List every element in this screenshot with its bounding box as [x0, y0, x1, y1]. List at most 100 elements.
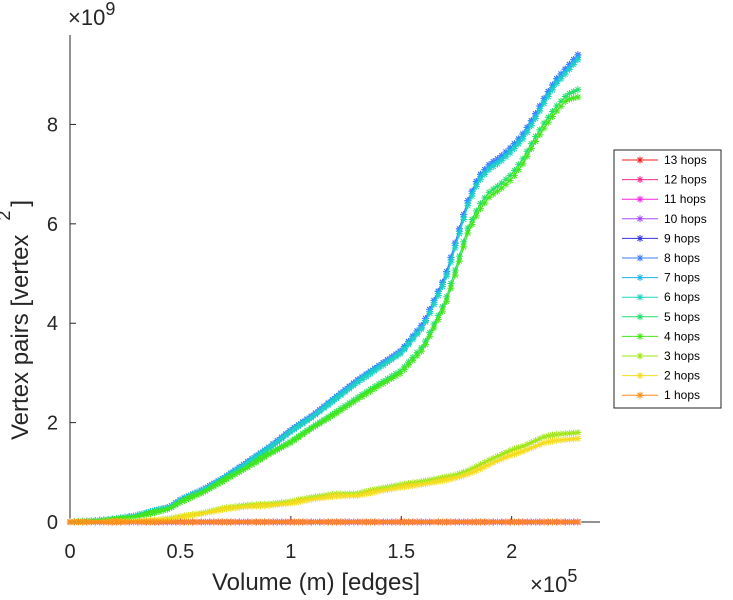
data-point: [159, 506, 167, 514]
data-point: [510, 145, 518, 153]
data-point: [422, 318, 430, 326]
y-exponent-power: 9: [105, 0, 115, 19]
data-point: [383, 486, 391, 494]
legend-item: 1 hops: [622, 388, 700, 402]
data-point: [574, 86, 582, 94]
data-point: [506, 518, 514, 526]
legend-item: 12 hops: [622, 173, 707, 187]
data-point: [405, 340, 413, 348]
data-point: [430, 478, 438, 486]
data-point: [506, 176, 514, 184]
data-point: [485, 518, 493, 526]
data-point: [527, 518, 535, 526]
data-point: [311, 411, 319, 419]
data-point: [307, 414, 315, 422]
data-point: [333, 394, 341, 402]
data-point: [574, 429, 582, 437]
data-point: [354, 492, 362, 500]
data-point: [278, 435, 286, 443]
legend-marker: [636, 176, 644, 184]
y-axis-label-close: ]: [7, 200, 34, 207]
data-point: [278, 518, 286, 526]
data-point: [574, 93, 582, 101]
data-point: [261, 518, 269, 526]
data-point: [464, 202, 472, 210]
x-axis-label: Volume (m) [edges]: [212, 569, 420, 596]
data-point: [481, 171, 489, 179]
data-point: [430, 324, 438, 332]
data-point: [498, 157, 506, 165]
data-point: [324, 401, 332, 409]
data-point: [405, 361, 413, 369]
data-point: [506, 149, 514, 157]
data-point: [434, 292, 442, 300]
data-point: [553, 430, 561, 438]
data-point: [214, 506, 222, 514]
data-point: [426, 518, 434, 526]
data-point: [146, 509, 154, 517]
data-point: [303, 417, 311, 425]
legend-item: 7 hops: [622, 271, 700, 285]
data-point: [574, 56, 582, 64]
data-point: [206, 518, 214, 526]
x-tick-label: 1.5: [387, 541, 415, 563]
legend-label: 9 hops: [664, 231, 700, 245]
data-point: [375, 487, 383, 495]
data-point: [540, 99, 548, 107]
data-point: [438, 307, 446, 315]
legend-marker: [636, 254, 644, 262]
legend-box: [613, 149, 722, 409]
data-point: [417, 325, 425, 333]
data-point: [519, 160, 527, 168]
data-point: [468, 192, 476, 200]
legend-label: 8 hops: [664, 251, 700, 265]
data-point: [489, 190, 497, 198]
data-point: [290, 518, 298, 526]
data-point: [379, 361, 387, 369]
data-point: [477, 175, 485, 183]
data-point: [371, 385, 379, 393]
data-point: [290, 498, 298, 506]
data-point: [574, 435, 582, 443]
data-point: [180, 518, 188, 526]
data-point: [523, 147, 531, 155]
data-point: [201, 509, 209, 517]
data-point: [523, 152, 531, 160]
data-point: [155, 507, 163, 515]
data-point: [210, 482, 218, 490]
data-point: [409, 335, 417, 343]
data-point: [464, 229, 472, 237]
data-point: [570, 94, 578, 102]
data-point: [379, 486, 387, 494]
data-point: [400, 366, 408, 374]
data-point: [532, 137, 540, 145]
data-point: [447, 475, 455, 483]
data-point: [570, 61, 578, 69]
data-point: [447, 284, 455, 292]
legend-item: 11 hops: [622, 192, 706, 206]
data-point: [210, 507, 218, 515]
data-point: [443, 476, 451, 484]
data-point: [129, 518, 137, 526]
y-axis-label-main: Vertex pairs [vertex: [7, 235, 34, 440]
data-point: [451, 244, 459, 252]
data-point: [536, 107, 544, 115]
data-point: [197, 518, 205, 526]
data-point: [477, 518, 485, 526]
legend-marker: [636, 234, 644, 242]
data-point: [527, 122, 535, 130]
data-point: [286, 428, 294, 436]
data-point: [544, 432, 552, 440]
data-point: [265, 518, 273, 526]
data-point: [337, 391, 345, 399]
data-point: [443, 518, 451, 526]
data-point: [299, 419, 307, 427]
data-point: [189, 518, 197, 526]
legend-marker: [636, 293, 644, 301]
data-point: [66, 518, 74, 526]
data-point: [426, 479, 434, 487]
data-point: [303, 496, 311, 504]
data-point: [400, 518, 408, 526]
data-point: [417, 347, 425, 355]
